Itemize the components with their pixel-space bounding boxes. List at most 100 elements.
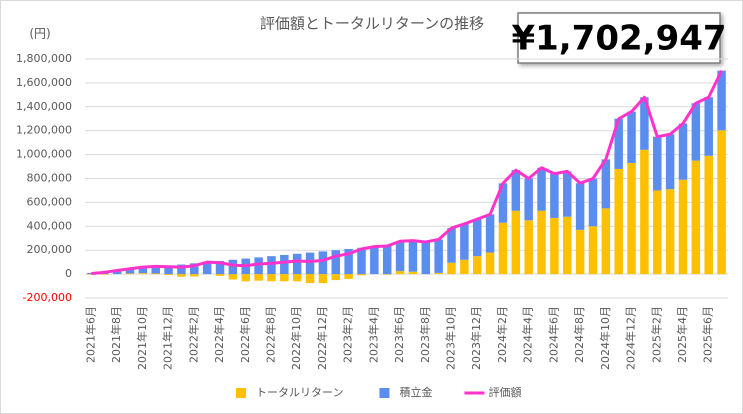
bar xyxy=(382,274,392,275)
bar xyxy=(691,103,701,161)
bar xyxy=(434,239,443,273)
y-tick-label: 0 xyxy=(65,267,72,280)
bar xyxy=(627,162,636,275)
bar xyxy=(614,168,623,275)
legend-swatch xyxy=(236,388,246,398)
y-tick-label: 1,600,000 xyxy=(16,76,72,89)
x-tick-label: 2024年10月 xyxy=(598,306,612,370)
x-tick-label: 2021年12月 xyxy=(161,306,175,370)
bar xyxy=(190,274,199,277)
highlight-box xyxy=(517,12,721,64)
bar xyxy=(447,262,456,275)
y-tick-label: 1,200,000 xyxy=(16,124,72,137)
bar xyxy=(460,259,469,275)
bar xyxy=(228,274,238,280)
bar xyxy=(472,256,482,275)
bar xyxy=(704,97,713,156)
bar xyxy=(190,263,199,275)
bar xyxy=(704,155,713,275)
bar xyxy=(370,246,379,275)
legend-label: 評価額 xyxy=(488,385,521,399)
bar xyxy=(653,190,662,275)
bar xyxy=(382,245,392,275)
y-unit: (円) xyxy=(29,27,50,41)
x-tick-label: 2025年2月 xyxy=(649,306,663,363)
highlight-value: ¥1,702,947 xyxy=(511,19,726,59)
bar xyxy=(215,260,225,275)
bar xyxy=(395,271,405,275)
bar xyxy=(472,219,482,257)
bar xyxy=(164,265,173,275)
x-tick-label: 2023年4月 xyxy=(366,306,380,363)
bar xyxy=(511,170,521,211)
bar xyxy=(267,256,276,275)
bar xyxy=(665,134,675,190)
y-tick-label: 1,400,000 xyxy=(16,100,72,113)
x-tick-label: 2024年6月 xyxy=(546,306,560,363)
bar xyxy=(292,274,302,282)
bar xyxy=(177,264,186,275)
bar xyxy=(177,274,186,277)
x-tick-label: 2023年12月 xyxy=(469,306,483,370)
bar xyxy=(447,228,456,263)
bar xyxy=(151,273,160,275)
bar xyxy=(292,253,302,275)
bar xyxy=(717,130,726,275)
bar xyxy=(640,97,649,150)
y-tick-label: 600,000 xyxy=(27,195,73,208)
y-tick-label: 1,800,000 xyxy=(16,52,72,65)
bar xyxy=(627,111,636,163)
bar xyxy=(485,214,495,253)
x-tick-label: 2022年6月 xyxy=(238,306,252,363)
chart-title: 評価額とトータルリターンの推移 xyxy=(260,15,484,33)
bar xyxy=(537,167,546,211)
bar xyxy=(241,274,250,282)
bar xyxy=(563,171,572,217)
bar xyxy=(280,274,289,282)
x-tick-label: 2024年4月 xyxy=(521,306,535,363)
line xyxy=(91,69,723,275)
x-tick-label: 2024年8月 xyxy=(572,306,586,363)
bar xyxy=(550,173,559,218)
bar xyxy=(498,222,508,275)
x-tick-label: 2024年12月 xyxy=(624,306,638,370)
bar xyxy=(421,241,431,275)
bar xyxy=(344,274,353,279)
bar xyxy=(125,268,135,274)
x-tick-label: 2025年4月 xyxy=(675,306,689,363)
bar xyxy=(408,240,418,272)
bar xyxy=(331,250,341,275)
bar xyxy=(485,252,495,275)
bar xyxy=(100,274,109,275)
bar xyxy=(408,271,418,275)
bar xyxy=(164,274,173,276)
bar xyxy=(717,70,726,131)
bar xyxy=(601,159,611,209)
bar xyxy=(575,229,585,275)
bar xyxy=(280,254,289,275)
y-tick-label: 800,000 xyxy=(27,172,73,185)
x-tick-label: 2024年2月 xyxy=(495,306,509,363)
x-tick-label: 2021年10月 xyxy=(135,306,149,370)
bar xyxy=(537,210,546,275)
bar xyxy=(511,210,521,275)
x-tick-label: 2022年10月 xyxy=(289,306,303,370)
x-tick-label: 2023年8月 xyxy=(418,306,432,363)
bar xyxy=(202,262,212,275)
bar xyxy=(434,272,443,275)
bar xyxy=(678,179,688,275)
bar xyxy=(640,149,649,275)
bar xyxy=(215,274,225,276)
legend-label: トータルリターン xyxy=(256,386,343,399)
bar xyxy=(254,274,263,281)
y-tick-label: -200,000 xyxy=(23,291,72,304)
bar xyxy=(254,257,263,275)
legend-swatch xyxy=(379,388,390,398)
bar xyxy=(87,272,96,275)
bar xyxy=(228,259,238,275)
legend-label: 積立金 xyxy=(399,385,432,399)
x-tick-label: 2025年6月 xyxy=(701,306,715,363)
bar xyxy=(318,251,328,275)
